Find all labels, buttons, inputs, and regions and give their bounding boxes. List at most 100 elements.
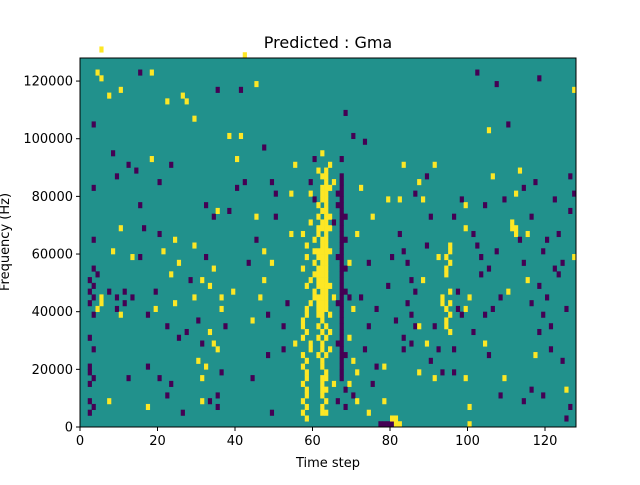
heatmap-cell-low <box>281 346 286 353</box>
heatmap-cell-high <box>304 392 309 399</box>
heatmap-cell-high <box>463 225 468 232</box>
heatmap-cell-high <box>308 340 313 347</box>
heatmap-cell-high <box>328 184 333 191</box>
heatmap-cell-high <box>483 340 488 347</box>
heatmap-cell-high <box>320 225 325 232</box>
heatmap-cell-low <box>122 288 127 295</box>
heatmap-cell-high <box>467 403 472 411</box>
heatmap-cell-high <box>355 398 360 405</box>
heatmap-cell-high <box>320 363 325 370</box>
heatmap-cell-low <box>339 254 344 261</box>
heatmap-cell-low <box>339 248 344 255</box>
heatmap-cell-high <box>324 254 329 261</box>
heatmap-cell-high <box>448 311 453 318</box>
heatmap-cell-low <box>227 207 232 214</box>
heatmap-cell-high <box>289 190 294 197</box>
heatmap-cell-high <box>316 352 321 359</box>
y-axis-label: Frequency (Hz) <box>0 193 13 291</box>
heatmap-cell-low <box>176 334 182 341</box>
heatmap-cell-low <box>343 403 348 411</box>
heatmap-cell-high <box>304 403 309 411</box>
heatmap-cell-high <box>324 173 329 180</box>
heatmap-cell-low <box>215 392 220 399</box>
heatmap-cell-high <box>448 259 453 266</box>
heatmap-cell-high <box>320 248 325 255</box>
heatmap-cell-low <box>374 363 379 370</box>
heatmap-cell-low <box>351 392 356 399</box>
heatmap-cell-low <box>269 409 275 416</box>
heatmap-cell-high <box>262 248 267 255</box>
heatmap-cell-low <box>204 254 209 261</box>
heatmap-cell-low <box>269 179 275 186</box>
heatmap-cell-high <box>444 265 449 272</box>
heatmap-cell-high <box>448 288 453 295</box>
heatmap-cell-low <box>91 282 96 289</box>
y-axis: 0 20000 40000 60000 80000 100000 120000 <box>23 75 80 436</box>
heatmap-cell-high <box>99 46 104 53</box>
heatmap-cell-low <box>560 259 565 266</box>
heatmap-cell-high <box>502 375 507 382</box>
heatmap-cell-high <box>324 352 329 359</box>
heatmap-cell-low <box>87 398 92 405</box>
heatmap-cell-high <box>262 277 267 284</box>
heatmap-cell-low <box>343 213 348 220</box>
heatmap-cell-high <box>300 265 306 272</box>
heatmap-cell-low <box>87 409 92 416</box>
heatmap-cell-high <box>324 230 329 238</box>
heatmap-cell-high <box>324 213 329 220</box>
heatmap-cell-low <box>541 311 546 318</box>
heatmap-cell-high <box>200 375 205 382</box>
heatmap-cell-low <box>339 305 344 312</box>
heatmap-cell-high <box>304 305 309 312</box>
heatmap-cell-low <box>413 190 418 197</box>
heatmap-cell-high <box>382 398 387 405</box>
heatmap-cell-low <box>215 403 220 411</box>
heatmap-cell-low <box>502 196 507 203</box>
heatmap-cell-high <box>517 167 523 174</box>
heatmap-cell-high <box>320 300 325 307</box>
heatmap-cell-low <box>483 202 488 209</box>
heatmap-cell-high <box>320 184 325 191</box>
heatmap-cell-high <box>320 294 325 301</box>
heatmap-cell-high <box>300 317 306 324</box>
heatmap-cell-low <box>564 305 569 312</box>
heatmap-cell-low <box>386 282 391 289</box>
heatmap-cell-low <box>215 86 220 93</box>
heatmap-cell-high <box>320 375 325 382</box>
heatmap-cell-high <box>324 323 329 330</box>
heatmap-cell-high <box>176 259 182 266</box>
heatmap-cell-high <box>219 294 224 301</box>
heatmap-cell-high <box>440 294 445 301</box>
heatmap-cell-low <box>432 323 437 330</box>
heatmap-cell-high <box>320 288 325 295</box>
heatmap-cell-low <box>87 334 92 341</box>
heatmap-cell-low <box>145 311 151 318</box>
heatmap-cell-high <box>393 421 399 428</box>
heatmap-cell-high <box>510 219 515 226</box>
heatmap-cell-high <box>169 271 174 278</box>
heatmap-cell-low <box>459 196 464 203</box>
heatmap-cell-high <box>211 340 216 347</box>
heatmap-cell-low <box>541 392 546 399</box>
heatmap-cell-low <box>339 242 344 249</box>
heatmap-cell-high <box>514 225 519 232</box>
heatmap-cell-high <box>401 161 406 168</box>
heatmap-cell-high <box>180 92 185 99</box>
heatmap-cell-low <box>521 184 526 191</box>
heatmap-cell-high <box>331 294 337 301</box>
heatmap-cell-low <box>424 242 430 249</box>
heatmap-cell-low <box>145 363 151 370</box>
heatmap-cell-high <box>200 398 205 405</box>
heatmap-cell-high <box>316 300 321 307</box>
heatmap-cell-low <box>266 311 271 318</box>
heatmap-cell-high <box>514 230 519 238</box>
heatmap-cell-low <box>91 121 96 128</box>
heatmap-cell-low <box>343 386 348 393</box>
heatmap-cell-high <box>444 323 449 330</box>
heatmap-cell-high <box>324 277 329 284</box>
heatmap-cell-low <box>238 86 244 93</box>
heatmap-cell-low <box>339 294 344 301</box>
heatmap-cell-low <box>339 340 344 347</box>
heatmap-cell-low <box>564 415 569 422</box>
heatmap-cell-high <box>324 271 329 278</box>
